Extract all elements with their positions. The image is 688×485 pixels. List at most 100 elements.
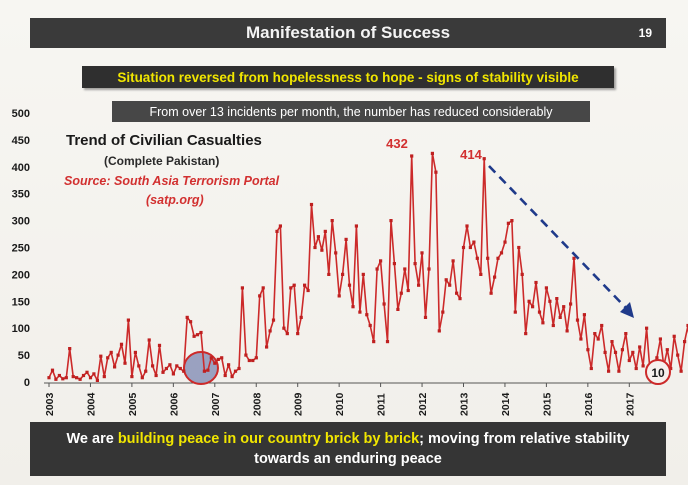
headline-banner: Situation reversed from hopelessness to … — [82, 66, 614, 88]
x-tick-label: 2007 — [210, 392, 222, 416]
data-point — [240, 286, 244, 290]
data-point — [337, 294, 341, 298]
data-point — [347, 283, 352, 287]
data-point — [572, 256, 576, 260]
data-point — [389, 219, 393, 223]
trend-arrow-line — [488, 165, 629, 311]
data-point — [503, 240, 507, 244]
data-point — [537, 310, 542, 314]
data-point — [92, 372, 96, 376]
data-point — [116, 353, 120, 357]
data-point — [627, 358, 631, 363]
peak-label-414: 414 — [460, 147, 482, 162]
data-point — [479, 272, 483, 276]
data-point — [489, 291, 493, 295]
end-value-label: 10 — [651, 366, 665, 380]
data-point — [655, 356, 659, 360]
data-point — [106, 356, 110, 360]
data-point — [403, 267, 407, 271]
data-point — [382, 302, 386, 306]
data-point — [244, 353, 248, 357]
data-point — [541, 321, 545, 325]
y-tick-label: 300 — [12, 216, 30, 228]
x-tick-label: 2011 — [376, 393, 388, 416]
data-point — [358, 310, 362, 314]
data-point — [496, 256, 500, 260]
data-point — [175, 364, 179, 368]
data-point — [199, 330, 203, 335]
data-point — [292, 283, 296, 287]
data-point — [316, 235, 320, 239]
data-point — [638, 345, 642, 349]
footer-highlight: building peace in our country brick by b… — [117, 431, 420, 447]
data-point — [631, 350, 635, 354]
y-tick-label: 50 — [18, 350, 30, 362]
data-point — [417, 283, 421, 287]
data-point — [313, 245, 317, 250]
data-point — [396, 307, 400, 311]
data-point — [665, 348, 669, 352]
data-point — [299, 315, 303, 319]
data-point — [641, 364, 645, 368]
data-point — [223, 373, 227, 378]
data-point — [61, 377, 65, 381]
data-point — [151, 364, 155, 368]
data-point — [334, 251, 338, 255]
chart-source: Source: South Asia Terrorism Portal — [64, 174, 280, 188]
data-point — [147, 338, 151, 342]
data-point — [617, 369, 621, 373]
data-point — [672, 334, 676, 338]
data-point — [531, 305, 535, 309]
data-point — [499, 251, 504, 255]
data-point — [278, 224, 282, 228]
data-point — [68, 347, 72, 351]
data-point — [247, 358, 251, 363]
data-point — [548, 299, 552, 303]
footer-part2: ; moving from relative stability — [419, 431, 630, 447]
data-point — [385, 340, 390, 344]
peak-label-432: 432 — [386, 136, 408, 151]
data-point — [78, 377, 82, 381]
data-point — [133, 350, 137, 354]
data-point — [368, 323, 372, 328]
data-point — [413, 262, 417, 266]
data-point — [589, 366, 593, 371]
data-point — [123, 361, 127, 365]
data-point — [323, 229, 327, 233]
data-point — [206, 368, 210, 372]
data-point — [375, 267, 379, 271]
data-point — [113, 365, 117, 369]
data-point — [354, 224, 358, 228]
data-point — [365, 313, 369, 317]
data-point — [227, 363, 231, 367]
data-point — [510, 219, 514, 223]
data-point — [620, 348, 624, 352]
data-point — [399, 291, 403, 295]
data-point — [493, 275, 497, 279]
data-point — [178, 366, 182, 371]
footer-line-2: towards an enduring peace — [254, 451, 442, 467]
data-point — [88, 376, 93, 380]
data-point — [379, 259, 383, 263]
data-point — [613, 350, 618, 354]
x-tick-label: 2009 — [293, 392, 305, 416]
end-value-circle — [645, 359, 671, 385]
data-point — [524, 332, 528, 336]
data-point — [130, 375, 134, 379]
data-point — [582, 313, 586, 317]
data-point — [95, 378, 99, 382]
data-point — [679, 369, 683, 373]
data-point — [81, 373, 86, 378]
data-point — [195, 333, 200, 337]
data-point — [99, 354, 103, 358]
data-point — [47, 376, 51, 380]
x-tick-label: 2016 — [583, 392, 595, 416]
data-point — [209, 356, 213, 360]
data-point — [468, 245, 472, 250]
data-point — [119, 342, 124, 346]
data-point — [303, 283, 307, 287]
data-point — [607, 369, 611, 373]
data-point — [161, 370, 165, 374]
